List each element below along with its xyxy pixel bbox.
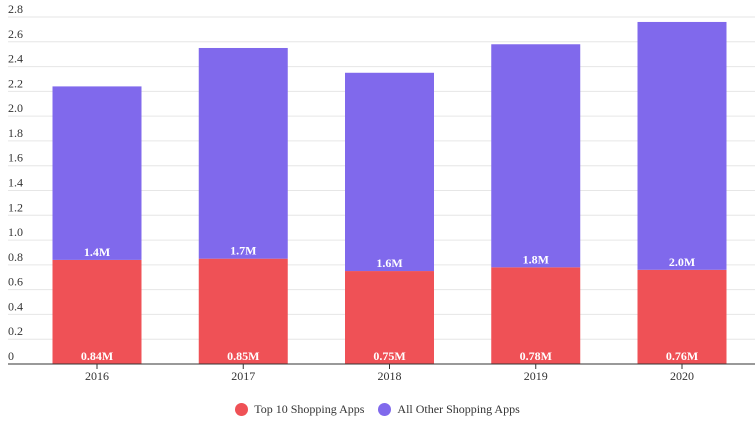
data-label: 1.7M xyxy=(230,244,256,258)
y-tick-label: 0.2 xyxy=(8,324,23,338)
y-tick-label: 2.6 xyxy=(8,27,23,41)
bar-segment-all-other[interactable] xyxy=(345,72,434,272)
data-label: 0.78M xyxy=(520,349,552,363)
bar-segment-top10[interactable] xyxy=(52,259,142,364)
bar-segment-all-other[interactable] xyxy=(637,21,727,270)
bar-segment-top10[interactable] xyxy=(637,269,727,364)
y-tick-label: 1.2 xyxy=(8,200,23,214)
legend-item-top10[interactable]: Top 10 Shopping Apps xyxy=(235,402,364,417)
legend-label-top10: Top 10 Shopping Apps xyxy=(254,401,365,416)
bar-segment-all-other[interactable] xyxy=(198,47,288,259)
bar-segment-top10[interactable] xyxy=(345,271,434,364)
x-tick-label: 2018 xyxy=(378,369,402,383)
y-axis: 0 0.2 0.4 0.6 0.8 1.0 1.2 1.4 1.6 1.8 2.0 2.2 2.4 2.6… xyxy=(8,2,23,363)
legend-swatch-top10 xyxy=(235,402,249,416)
y-tick-label: 1.6 xyxy=(8,151,23,165)
data-label: 0.76M xyxy=(666,349,698,363)
y-tick-label: 0.4 xyxy=(8,299,23,313)
x-tick-label: 2017 xyxy=(231,369,255,383)
y-tick-label: 2.4 xyxy=(8,52,23,66)
stacked-bar-chart: 0 0.2 0.4 0.6 0.8 1.0 1.2 1.4 1.6 1.8 2.0 2.2 2.4 2.6… xyxy=(8,2,755,383)
data-label: 2.0M xyxy=(669,255,695,269)
y-tick-label: 0.6 xyxy=(8,275,23,289)
legend-item-all-other[interactable]: All Other Shopping Apps xyxy=(378,401,520,417)
y-tick-label: 1.8 xyxy=(8,126,23,140)
x-tick-label: 2019 xyxy=(524,369,548,383)
bar-segment-top10[interactable] xyxy=(198,258,288,364)
x-tick-label: 2020 xyxy=(670,369,694,383)
y-tick-label: 1.4 xyxy=(8,176,23,190)
bar-segment-all-other[interactable] xyxy=(491,44,581,268)
legend-label-all-other: All Other Shopping Apps xyxy=(397,401,520,416)
data-label: 0.75M xyxy=(373,349,405,363)
bar-segment-all-other[interactable] xyxy=(52,86,142,260)
data-label: 1.8M xyxy=(523,252,549,266)
x-tick-label: 2016 xyxy=(85,369,109,383)
y-tick-label: 0 xyxy=(8,349,14,363)
data-label: 1.4M xyxy=(84,245,110,259)
bars: 0.84M 1.4M 0.85M 1.7M 0.75M 1.6M 0.78M 1.8M 0.76… xyxy=(52,21,727,364)
legend-swatch-all-other xyxy=(378,402,392,416)
y-tick-label: 2.2 xyxy=(8,76,23,90)
y-tick-label: 1.0 xyxy=(8,225,23,239)
data-label: 0.84M xyxy=(81,349,113,363)
x-axis: 2016 2017 2018 2019 2020 xyxy=(8,363,755,383)
y-tick-label: 2.8 xyxy=(8,2,23,16)
data-label: 0.85M xyxy=(227,349,259,363)
y-tick-label: 2.0 xyxy=(8,101,23,115)
y-tick-label: 0.8 xyxy=(8,250,23,264)
bar-segment-top10[interactable] xyxy=(491,267,581,364)
data-label: 1.6M xyxy=(376,256,402,270)
legend: Top 10 Shopping Apps All Other Shopping … xyxy=(0,399,755,419)
